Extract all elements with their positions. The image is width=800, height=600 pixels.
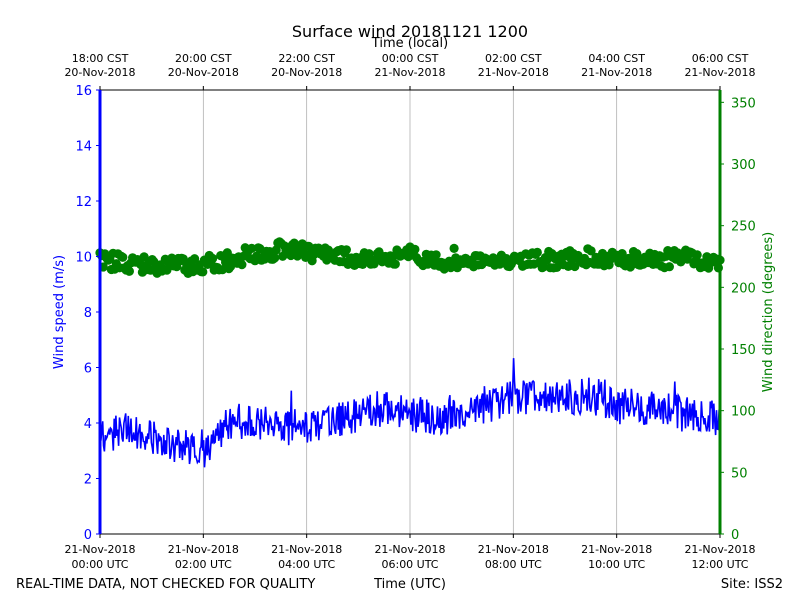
footer-axis-title: Time (UTC) <box>373 577 446 592</box>
wind-direction-point <box>247 243 257 253</box>
wind-direction-point <box>542 255 552 265</box>
wind-direction-point <box>431 250 441 260</box>
wind-direction-point <box>271 245 281 255</box>
left-tick-label: 8 <box>84 306 92 321</box>
right-tick-label: 100 <box>731 405 756 420</box>
grid-lines <box>202 90 618 534</box>
wind-speed-line <box>99 358 721 468</box>
bottom-tick-time: 10:00 UTC <box>588 558 645 571</box>
right-tick-label: 50 <box>731 466 748 481</box>
footer-site: Site: ISS2 <box>721 577 783 592</box>
left-tick-label: 10 <box>75 251 92 266</box>
right-tick-label: 200 <box>731 281 756 296</box>
footer-quality-note: REAL-TIME DATA, NOT CHECKED FOR QUALITY <box>16 577 315 592</box>
left-tick-label: 16 <box>75 84 92 99</box>
wind-direction-point <box>713 263 724 273</box>
bottom-tick-date: 21-Nov-2018 <box>374 543 445 556</box>
series-layer <box>95 237 725 468</box>
top-tick-date: 21-Nov-2018 <box>478 66 549 79</box>
bottom-tick-time: 06:00 UTC <box>381 558 438 571</box>
bottom-tick-date: 21-Nov-2018 <box>684 543 755 556</box>
right-tick-label: 150 <box>731 343 756 358</box>
left-tick-label: 12 <box>75 195 92 210</box>
top-tick-time: 00:00 CST <box>382 52 439 65</box>
left-axis-label: Wind speed (m/s) <box>52 255 67 369</box>
left-tick-label: 14 <box>75 140 92 155</box>
wind-direction-point <box>617 249 627 259</box>
wind-direction-point <box>118 252 128 262</box>
top-tick-time: 06:00 CST <box>692 52 749 65</box>
top-tick-date: 21-Nov-2018 <box>374 66 445 79</box>
left-tick-label: 2 <box>84 473 92 488</box>
top-axis-title: Time (local) <box>371 36 448 51</box>
top-tick-time: 04:00 CST <box>588 52 645 65</box>
wind-direction-point <box>627 260 637 270</box>
wind-direction-point <box>237 260 247 270</box>
top-tick-date: 21-Nov-2018 <box>581 66 652 79</box>
top-tick-time: 22:00 CST <box>278 52 335 65</box>
ticks-layer: 21-Nov-2018 00:00 UTC 21-Nov-2018 02:00 UTC… <box>64 52 755 571</box>
top-tick-date: 20-Nov-2018 <box>168 66 239 79</box>
top-tick-date: 21-Nov-2018 <box>684 66 755 79</box>
wind-direction-point <box>190 254 200 264</box>
wind-direction-point <box>632 249 642 259</box>
top-tick-time: 18:00 CST <box>72 52 129 65</box>
wind-direction-point <box>341 245 351 255</box>
top-tick-date: 20-Nov-2018 <box>271 66 342 79</box>
bottom-tick-date: 21-Nov-2018 <box>581 543 652 556</box>
wind-direction-point <box>390 259 400 269</box>
bottom-tick-date: 21-Nov-2018 <box>64 543 135 556</box>
right-tick-label: 300 <box>731 158 756 173</box>
top-tick-time: 02:00 CST <box>485 52 542 65</box>
wind-direction-point <box>586 246 596 256</box>
wind-direction-point <box>449 243 459 253</box>
bottom-tick-time: 02:00 UTC <box>175 558 232 571</box>
bottom-tick-time: 08:00 UTC <box>485 558 542 571</box>
wind-direction-point <box>208 253 218 264</box>
right-axis-label: Wind direction (degrees) <box>761 232 776 392</box>
top-tick-date: 20-Nov-2018 <box>64 66 135 79</box>
bottom-tick-time: 04:00 UTC <box>278 558 335 571</box>
left-tick-label: 4 <box>84 417 92 432</box>
left-tick-label: 0 <box>84 528 92 543</box>
right-tick-label: 250 <box>731 220 756 235</box>
wind-direction-point <box>532 247 542 257</box>
wind-direction-point <box>124 266 134 276</box>
right-tick-label: 0 <box>731 528 739 543</box>
left-tick-label: 6 <box>84 362 92 377</box>
wind-direction-point <box>410 244 420 254</box>
bottom-tick-time: 12:00 UTC <box>691 558 748 571</box>
chart-title: Surface wind 20181121 1200 <box>292 22 528 41</box>
top-tick-time: 20:00 CST <box>175 52 232 65</box>
bottom-tick-date: 21-Nov-2018 <box>478 543 549 556</box>
bottom-tick-date: 21-Nov-2018 <box>271 543 342 556</box>
bottom-tick-time: 00:00 UTC <box>71 558 128 571</box>
wind-direction-point <box>664 262 675 272</box>
wind-direction-point <box>270 253 280 263</box>
right-tick-label: 350 <box>731 96 756 111</box>
wind-direction-point <box>570 261 580 272</box>
bottom-tick-date: 21-Nov-2018 <box>168 543 239 556</box>
wind-direction-point <box>692 250 702 260</box>
wind-direction-point <box>198 267 208 277</box>
